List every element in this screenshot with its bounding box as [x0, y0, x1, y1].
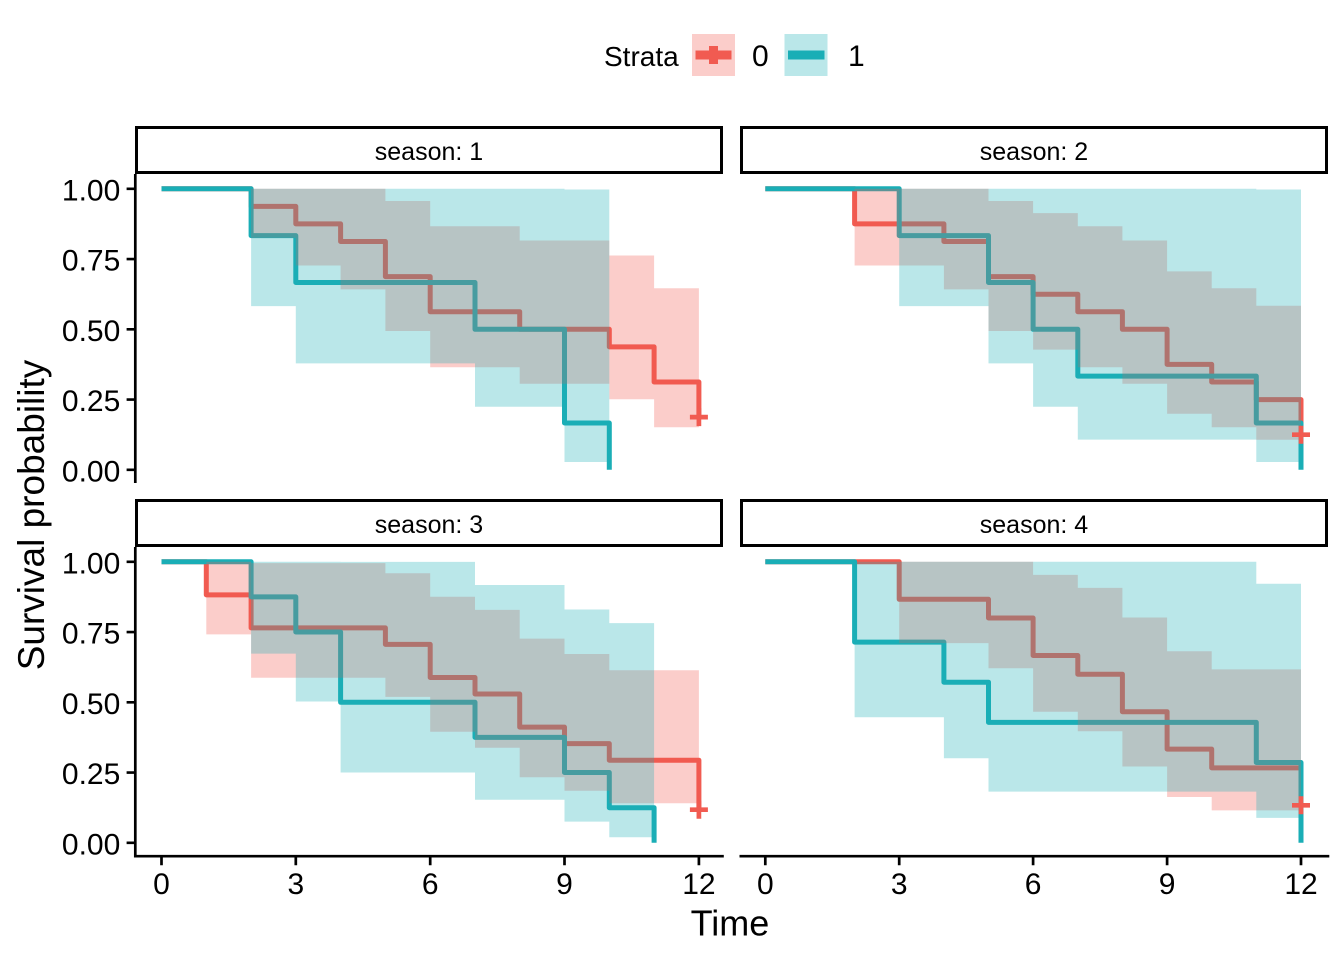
svg-text:12: 12: [682, 868, 715, 901]
svg-text:1.00: 1.00: [62, 174, 120, 207]
svg-text:3: 3: [287, 868, 304, 901]
svg-text:6: 6: [1025, 868, 1042, 901]
svg-text:0: 0: [757, 868, 774, 901]
svg-text:0.50: 0.50: [62, 688, 120, 721]
svg-text:season: 2: season: 2: [980, 138, 1088, 166]
svg-text:0.75: 0.75: [62, 618, 120, 651]
svg-text:1: 1: [848, 40, 865, 73]
svg-text:Survival probability: Survival probability: [11, 359, 52, 670]
svg-text:0.00: 0.00: [62, 455, 120, 488]
svg-text:season: 1: season: 1: [375, 138, 483, 166]
svg-text:0.50: 0.50: [62, 315, 120, 348]
svg-text:3: 3: [891, 868, 908, 901]
svg-text:12: 12: [1284, 868, 1317, 901]
svg-text:0.00: 0.00: [62, 828, 120, 861]
svg-text:season: 3: season: 3: [375, 511, 483, 539]
svg-text:1.00: 1.00: [62, 547, 120, 580]
svg-text:0: 0: [752, 40, 769, 73]
svg-text:9: 9: [556, 868, 573, 901]
svg-text:season: 4: season: 4: [980, 511, 1089, 539]
svg-text:0.25: 0.25: [62, 385, 120, 418]
svg-text:0: 0: [153, 868, 170, 901]
svg-text:Strata: Strata: [604, 41, 679, 72]
svg-text:6: 6: [422, 868, 439, 901]
svg-text:0.75: 0.75: [62, 245, 120, 278]
svg-text:9: 9: [1159, 868, 1176, 901]
svg-text:Time: Time: [691, 903, 770, 944]
svg-text:0.25: 0.25: [62, 758, 120, 791]
